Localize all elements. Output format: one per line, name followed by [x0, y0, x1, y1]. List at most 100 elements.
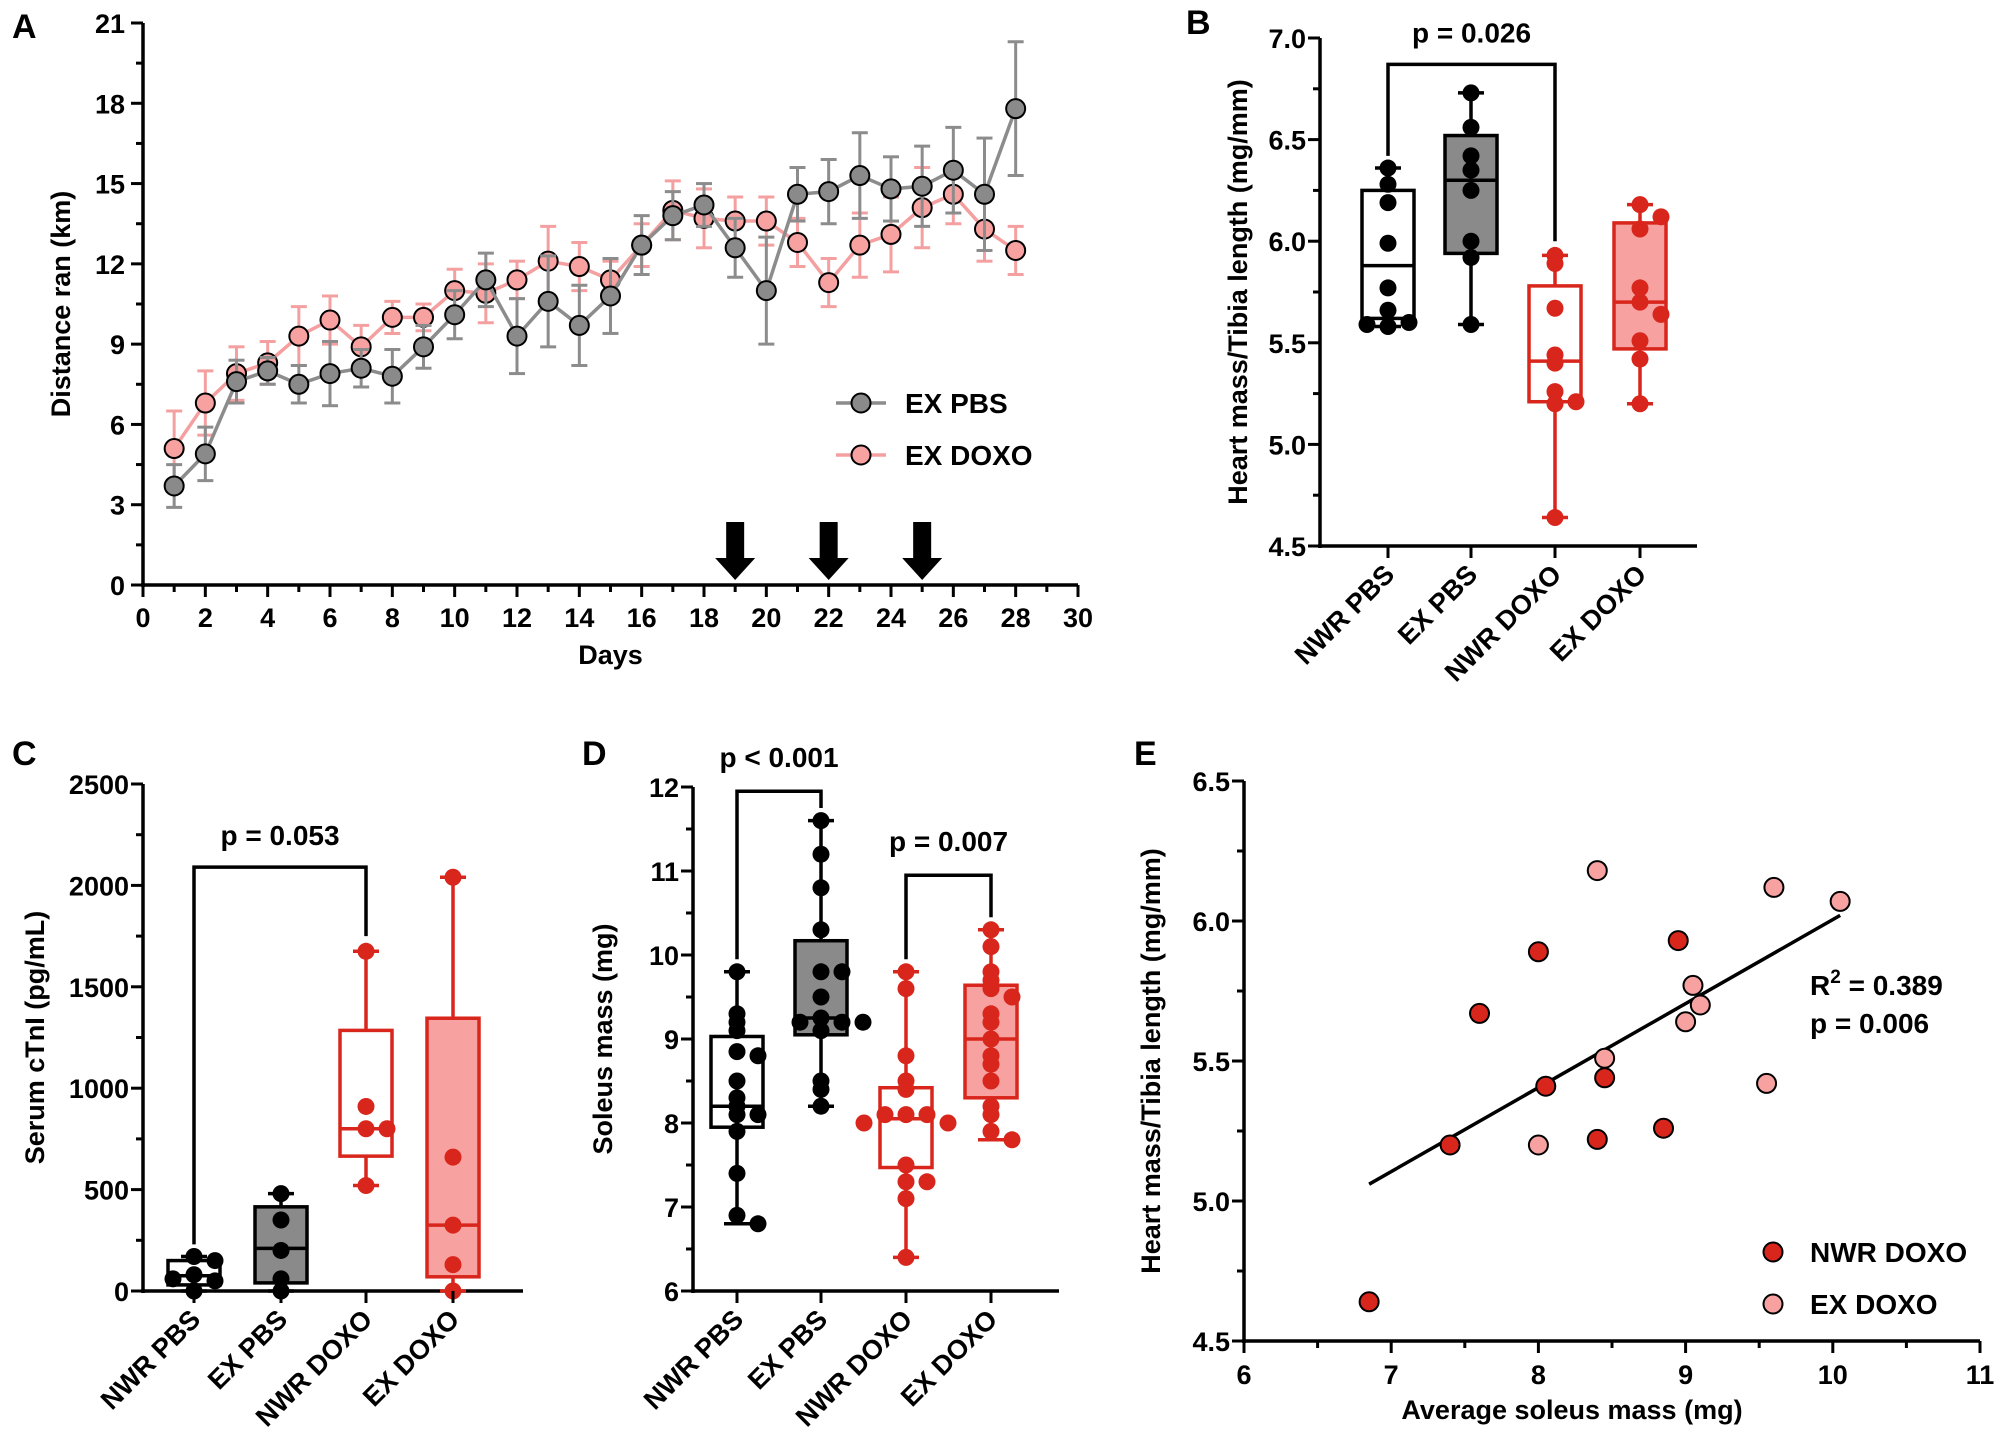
data-point: [1379, 279, 1397, 297]
data-point: [1586, 1128, 1608, 1150]
data-point: [728, 1072, 746, 1090]
data-point: [1675, 1011, 1697, 1033]
data-point: [787, 231, 808, 253]
data-point: [272, 1241, 290, 1259]
series-ex-doxo: [163, 163, 1027, 488]
data-point: [1631, 332, 1649, 350]
data-point: [728, 1206, 746, 1224]
data-point: [1462, 181, 1480, 199]
p-value-label: p = 0.026: [1412, 17, 1531, 48]
data-point: [357, 942, 375, 960]
data-point: [1379, 301, 1397, 319]
data-point: [918, 1173, 936, 1191]
data-point: [833, 1013, 851, 1031]
data-point: [855, 1114, 873, 1132]
y-tick-label: 2500: [69, 770, 129, 800]
data-point: [982, 938, 1000, 956]
significance-bracket: p < 0.001: [719, 742, 839, 960]
legend-label: EX DOXO: [905, 440, 1033, 471]
data-point: [1379, 234, 1397, 252]
y-tick-label: 500: [84, 1176, 129, 1206]
data-point: [880, 178, 902, 200]
data-point: [693, 194, 715, 216]
bracket-line: [192, 865, 368, 1245]
data-point: [1594, 1047, 1616, 1069]
x-tick-label: EX DOXO: [357, 1304, 465, 1412]
y-tick-label: 6: [664, 1277, 679, 1307]
legend-marker: [1762, 1241, 1784, 1263]
data-point: [1546, 255, 1564, 273]
y-tick-label: 0: [114, 1277, 129, 1307]
legend-item: EX DOXO: [836, 440, 1033, 471]
x-tick-label: 16: [627, 603, 657, 633]
data-point: [1567, 393, 1585, 411]
data-point: [350, 357, 372, 379]
data-point: [1829, 890, 1851, 912]
box-ex-pbs: [253, 1185, 309, 1300]
y-tick-label: 6.5: [1268, 126, 1306, 156]
data-point: [226, 371, 247, 393]
box: [878, 1085, 934, 1170]
data-point: [787, 183, 808, 205]
data-point: [357, 1097, 375, 1115]
y-tick-label: 0: [110, 571, 125, 601]
y-tick-label: 5.0: [1192, 1187, 1230, 1217]
panel-c: C 0 500 1000 1500 2000 2500 Serum cTnI (pg/mL) N…: [12, 735, 523, 1432]
data-point: [880, 223, 902, 245]
data-point: [982, 1055, 1000, 1073]
data-point: [1546, 509, 1564, 527]
y-tick-label: 5.0: [1268, 430, 1306, 460]
significance-bracket: p = 0.026: [1386, 17, 1557, 242]
data-point: [1462, 232, 1480, 250]
data-point: [185, 1248, 203, 1266]
data-point: [812, 1009, 830, 1027]
data-point: [163, 475, 185, 497]
y-axis-label: Soleus mass (mg): [588, 923, 618, 1154]
x-tick-label: 20: [751, 603, 781, 633]
significance-bracket: p = 0.053: [192, 820, 368, 1245]
data-point: [1462, 161, 1480, 179]
data-point: [568, 256, 590, 278]
data-point: [319, 363, 341, 385]
data-point: [749, 1215, 767, 1233]
x-tick-label: 0: [135, 603, 150, 633]
data-point: [631, 234, 653, 256]
legend-label: EX PBS: [905, 388, 1008, 419]
y-tick-label: 1500: [69, 973, 129, 1003]
data-point: [164, 1270, 182, 1288]
data-point: [812, 921, 830, 939]
data-point: [1689, 994, 1711, 1016]
data-point: [812, 1022, 830, 1040]
x-tick-label: 6: [322, 603, 337, 633]
y-axis-label: Heart mass/Tibia length (mg/mm): [1136, 848, 1166, 1274]
data-point: [444, 868, 462, 886]
data-point: [791, 1013, 809, 1031]
box-nwr-doxo: [338, 942, 396, 1195]
data-point: [818, 181, 840, 203]
y-tick-label: 4.5: [1192, 1327, 1230, 1357]
x-tick-label: 9: [1678, 1360, 1693, 1390]
series-ex-pbs: [163, 40, 1027, 509]
data-point: [568, 314, 590, 336]
data-point: [1462, 84, 1480, 102]
data-point: [1546, 354, 1564, 372]
data-point: [939, 1114, 957, 1132]
data-point: [1462, 248, 1480, 266]
y-tick-label: 6.0: [1192, 907, 1230, 937]
x-tick-label: 18: [689, 603, 719, 633]
data-point: [812, 988, 830, 1006]
legend-label: EX DOXO: [1810, 1289, 1938, 1320]
data-point: [728, 963, 746, 981]
data-point: [911, 175, 933, 197]
series-nwr-doxo: [1358, 930, 1689, 1313]
data-point: [413, 336, 434, 358]
data-point: [381, 306, 403, 328]
box-ex-pbs: [1443, 84, 1499, 334]
data-point: [897, 1156, 915, 1174]
data-point: [812, 1097, 830, 1115]
data-point: [982, 1106, 1000, 1124]
legend-marker: [1762, 1293, 1784, 1315]
data-point: [982, 1013, 1000, 1031]
